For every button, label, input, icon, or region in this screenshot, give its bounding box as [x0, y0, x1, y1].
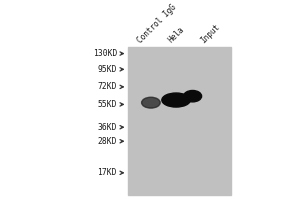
Ellipse shape — [184, 90, 202, 102]
Text: 17KD: 17KD — [98, 168, 117, 177]
Ellipse shape — [162, 93, 190, 107]
Text: Input: Input — [199, 22, 222, 45]
Text: 55KD: 55KD — [98, 100, 117, 109]
Text: Hela: Hela — [167, 25, 187, 45]
Text: 36KD: 36KD — [98, 123, 117, 132]
Text: 28KD: 28KD — [98, 137, 117, 146]
Bar — [128, 47, 231, 195]
Text: 130KD: 130KD — [93, 49, 117, 58]
Ellipse shape — [142, 97, 160, 108]
Text: 95KD: 95KD — [98, 65, 117, 74]
Text: Control IgG: Control IgG — [136, 2, 178, 45]
Text: 72KD: 72KD — [98, 82, 117, 91]
